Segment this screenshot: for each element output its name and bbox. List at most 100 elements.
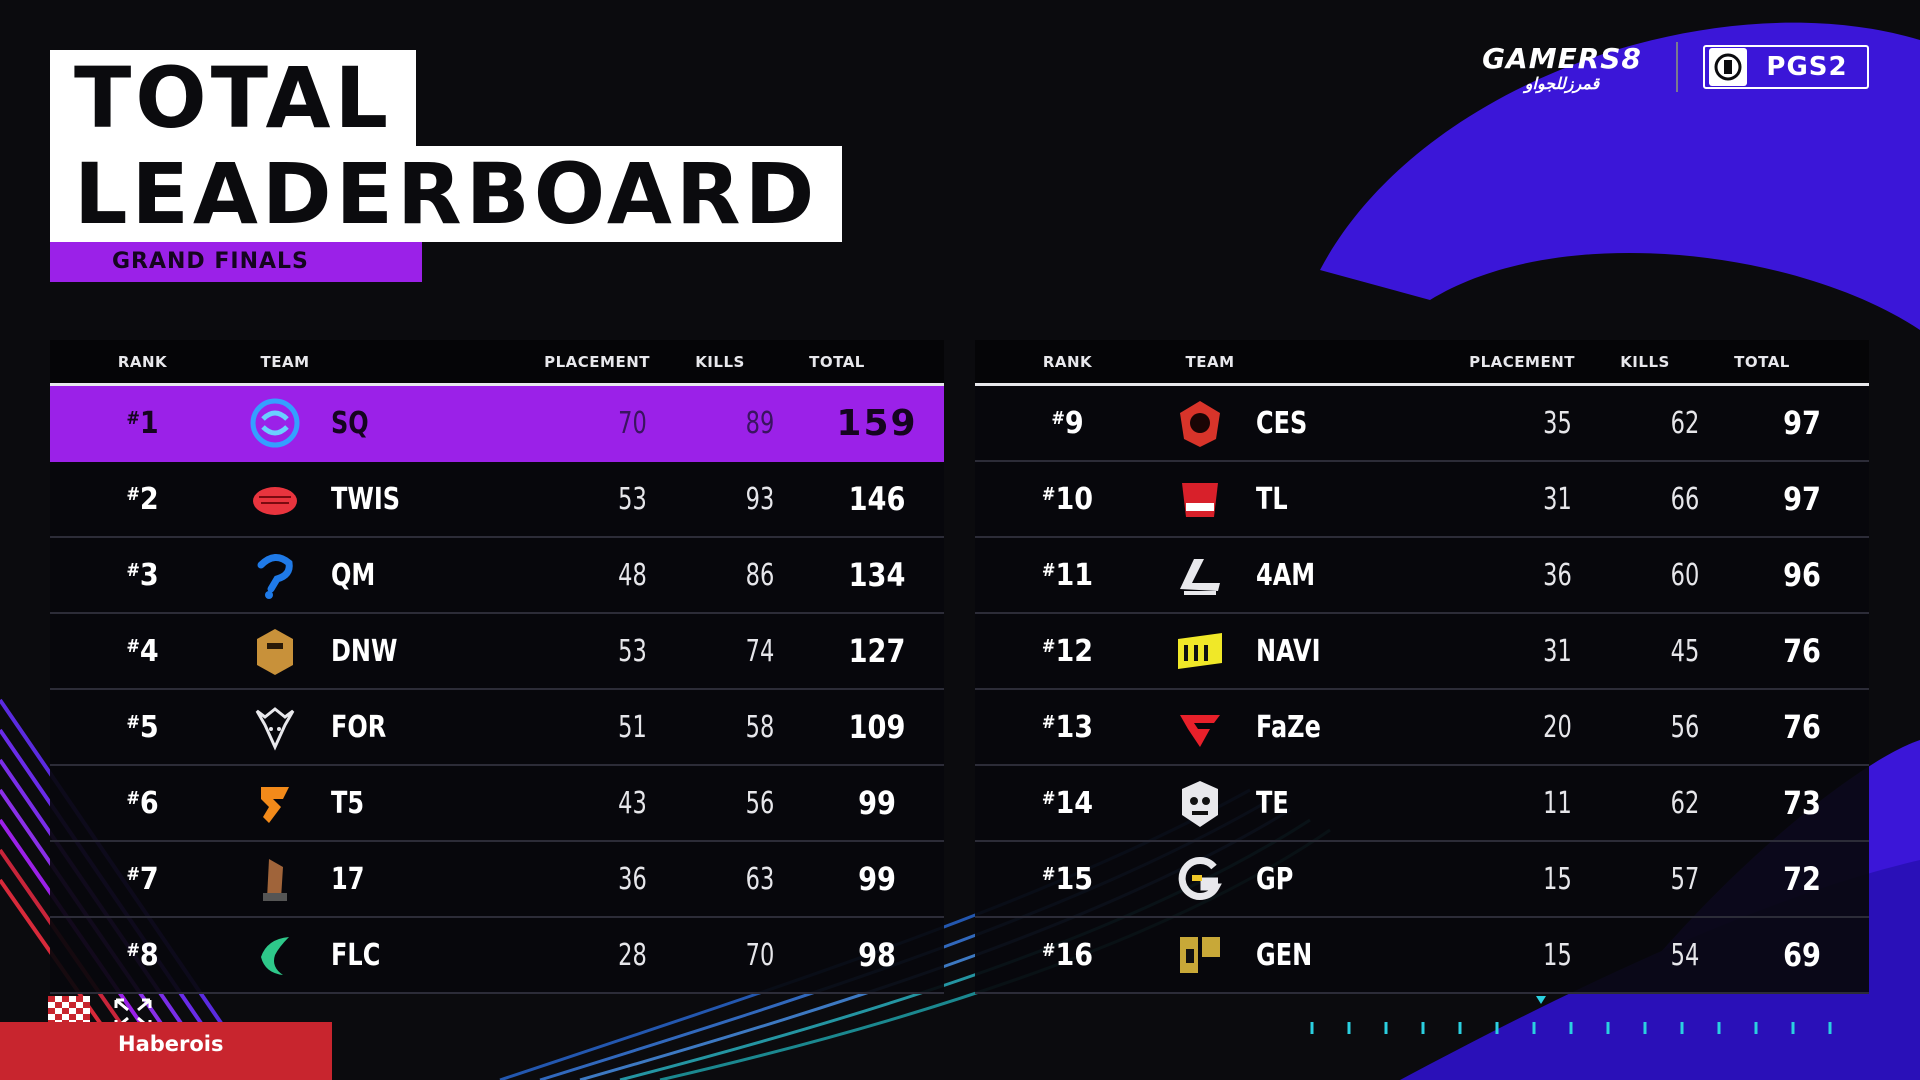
rank-value: 16: [1055, 937, 1094, 973]
progress-tick-indicator: [1310, 996, 1832, 1034]
leaderboard-row: #7 17 36 63 99: [50, 842, 944, 918]
rank-hash-glyph: #: [1041, 711, 1056, 733]
pubg-emblem-icon: [1709, 48, 1747, 86]
rank-cell: #14: [975, 786, 1160, 821]
kill-points: 56: [745, 785, 775, 821]
rank-value: 7: [139, 861, 159, 897]
rank-value: 4: [139, 633, 159, 669]
rank-hash-glyph: #: [1041, 787, 1056, 809]
total-points: 69: [1783, 936, 1821, 974]
gp-logo-icon: [1160, 853, 1240, 905]
rank-value: 9: [1064, 405, 1084, 441]
faze-logo-icon: [1160, 701, 1240, 753]
rank-cell: #3: [50, 558, 235, 593]
placement-points: 28: [618, 937, 647, 973]
placement-points: 53: [618, 481, 647, 517]
col-placement-header: PLACEMENT: [1469, 352, 1575, 371]
rank-cell: #13: [975, 710, 1160, 745]
col-rank-header: RANK: [1042, 352, 1093, 371]
title-line-2: LEADERBOARD: [50, 146, 843, 242]
col-placement-header: PLACEMENT: [544, 352, 650, 371]
leaderboard-row: #3 QM 48 86 134: [50, 538, 944, 614]
dnw-logo-icon: [235, 625, 315, 677]
rank-hash-glyph: #: [126, 939, 140, 961]
total-points: 159: [836, 402, 918, 444]
total-points: 76: [1783, 708, 1821, 746]
placement-points: 15: [1543, 937, 1572, 973]
4am-logo-icon: [1160, 549, 1240, 601]
table-header: RANK TEAM PLACEMENT KILLS TOTAL: [975, 340, 1869, 386]
rank-hash-glyph: #: [1041, 863, 1056, 885]
col-total-header: TOTAL: [809, 352, 865, 371]
rank-value: 8: [139, 937, 159, 973]
team-name: GP: [1256, 861, 1294, 897]
team-name: QM: [331, 557, 376, 593]
total-points: 97: [1783, 404, 1821, 442]
kill-points: 70: [745, 937, 775, 973]
team-name: NAVI: [1256, 633, 1321, 669]
total-points: 76: [1783, 632, 1821, 670]
kill-points: 45: [1670, 633, 1700, 669]
placement-points: 35: [1543, 405, 1572, 441]
leaderboard-row: #14 TE 11 62 73: [975, 766, 1869, 842]
placement-points: 36: [1543, 557, 1572, 593]
rank-value: 12: [1055, 633, 1094, 669]
17-logo-icon: [235, 853, 315, 905]
team-name: GEN: [1256, 937, 1313, 973]
total-points: 109: [848, 708, 906, 746]
placement-points: 53: [618, 633, 647, 669]
rank-cell: #10: [975, 482, 1160, 517]
rank-hash-glyph: #: [126, 787, 140, 809]
col-total-header: TOTAL: [1734, 352, 1790, 371]
te-logo-icon: [1160, 777, 1240, 829]
leaderboard-row: #9 CES 35 62 97: [975, 386, 1869, 462]
total-points: 99: [858, 860, 896, 898]
gen-logo-icon: [1160, 929, 1240, 981]
placement-points: 31: [1543, 633, 1572, 669]
rank-hash-glyph: #: [126, 407, 140, 429]
team-name: SQ: [331, 405, 369, 441]
total-points: 72: [1783, 860, 1821, 898]
total-points: 73: [1783, 784, 1821, 822]
col-kills-header: KILLS: [1620, 352, 1670, 371]
placement-points: 70: [618, 405, 647, 441]
gamers8-arabic-wordmark: قمرزللجواو: [1524, 74, 1600, 93]
rank-value: 14: [1055, 785, 1094, 821]
brand-divider: [1676, 42, 1678, 92]
rank-cell: #5: [50, 710, 235, 745]
placement-points: 15: [1543, 861, 1572, 897]
rank-hash-glyph: #: [1041, 483, 1056, 505]
placement-points: 11: [1543, 785, 1572, 821]
gamers8-wordmark: GAMERS8: [1482, 42, 1642, 75]
col-team-header: TEAM: [260, 352, 310, 371]
ces-logo-icon: [1160, 397, 1240, 449]
rank-hash-glyph: #: [126, 483, 140, 505]
rank-hash-glyph: #: [126, 635, 140, 657]
placement-points: 31: [1543, 481, 1572, 517]
rank-value: 15: [1055, 861, 1094, 897]
kill-points: 60: [1670, 557, 1700, 593]
rank-hash-glyph: #: [1051, 407, 1065, 429]
team-name: TE: [1256, 785, 1289, 821]
gamers8-logo: GAMERS8 قمرزللجواو: [1462, 42, 1662, 92]
kill-points: 58: [745, 709, 775, 745]
rank-hash-glyph: #: [1041, 559, 1056, 581]
rank-cell: #11: [975, 558, 1160, 593]
team-name: 4AM: [1256, 557, 1316, 593]
placement-points: 48: [618, 557, 647, 593]
placement-points: 20: [1543, 709, 1572, 745]
rank-cell: #12: [975, 634, 1160, 669]
kill-points: 62: [1670, 405, 1700, 441]
placement-points: 36: [618, 861, 647, 897]
col-kills-header: KILLS: [695, 352, 745, 371]
rank-cell: #8: [50, 938, 235, 973]
rank-value: 10: [1055, 481, 1094, 517]
kill-points: 56: [1670, 709, 1700, 745]
rank-hash-glyph: #: [1041, 635, 1056, 657]
rank-value: 6: [139, 785, 159, 821]
rank-cell: #15: [975, 862, 1160, 897]
rank-value: 3: [139, 557, 159, 593]
subtitle-badge: GRAND FINALS: [50, 242, 422, 282]
col-team-header: TEAM: [1185, 352, 1235, 371]
team-name: DNW: [331, 633, 398, 669]
